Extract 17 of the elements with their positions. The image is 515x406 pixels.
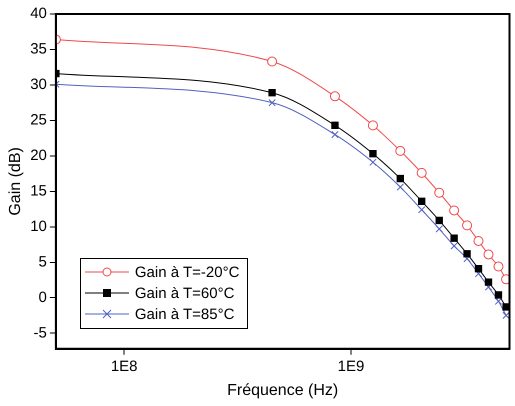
y-tick-label: 20	[30, 147, 47, 164]
legend-label: Gain à T=85°C	[134, 306, 234, 323]
y-tick-label: 30	[30, 76, 47, 94]
y-tick-label: 35	[30, 40, 47, 58]
legend-label: Gain à T=60°C	[134, 284, 234, 302]
y-tick-label: -5	[34, 324, 47, 342]
y-tick-label: 5	[38, 253, 47, 270]
y-axis-title: Gain (dB)	[7, 147, 24, 216]
legend-label: Gain à T=-20°C	[134, 264, 240, 281]
y-tick-label: 40	[30, 5, 47, 22]
y-tick-label: 25	[30, 112, 47, 129]
x-axis-title: Fréquence (Hz)	[227, 382, 338, 399]
y-tick-label: 10	[30, 218, 47, 235]
x-tick-label: 1E9	[338, 358, 364, 375]
y-tick-label: 0	[38, 288, 47, 306]
x-tick-label: 1E8	[110, 358, 138, 375]
y-tick-label: 15	[30, 182, 47, 200]
